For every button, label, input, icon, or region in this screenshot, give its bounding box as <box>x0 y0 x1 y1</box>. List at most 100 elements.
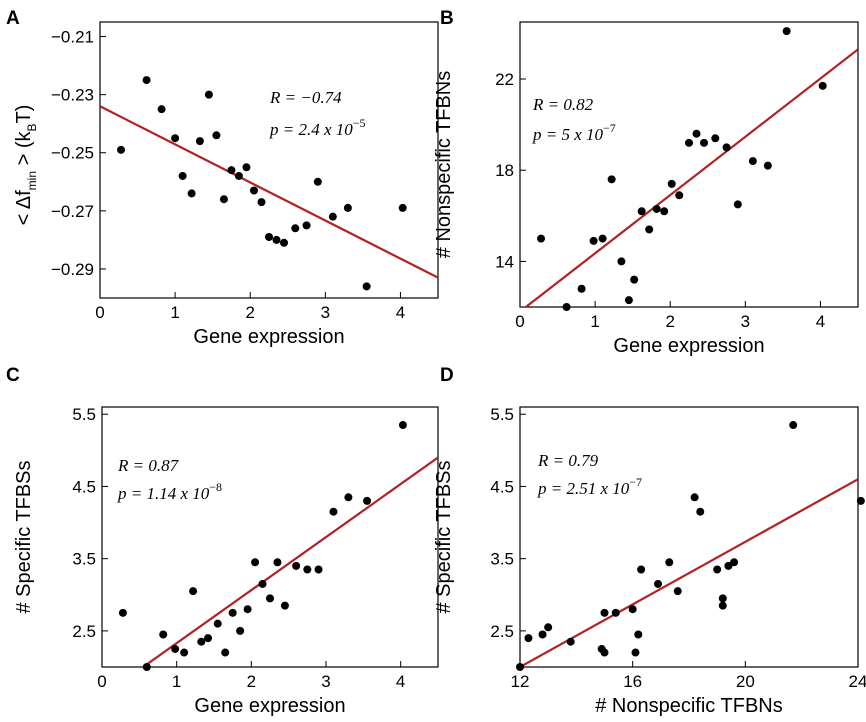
data-point <box>763 161 772 170</box>
x-axis-label: # Nonspecific TFBNs <box>595 695 782 717</box>
y-axis-label: # Specific TFBSs <box>433 460 455 613</box>
data-point <box>204 634 213 643</box>
data-point <box>690 493 699 502</box>
stat-r: R = −0.74 <box>269 88 342 107</box>
data-point <box>665 558 674 567</box>
stat-p: p = 2.51 x 10−7 <box>537 475 642 498</box>
panel-letter: C <box>6 365 20 386</box>
data-point <box>685 138 693 147</box>
data-point <box>292 561 301 570</box>
plot-frame <box>519 406 859 668</box>
data-point <box>219 195 228 204</box>
plot-frame <box>519 21 859 308</box>
data-point <box>630 275 639 284</box>
data-point <box>789 421 798 430</box>
chart-b: 0 1 2 3 4 14 18 22 Gene expression # Nonspecific … <box>433 21 859 357</box>
data-point <box>280 601 289 610</box>
data-point <box>818 81 827 90</box>
data-point <box>329 507 338 516</box>
x-tick-label: 4 <box>396 672 405 691</box>
data-point <box>314 565 323 574</box>
x-tick-label: 1 <box>590 312 599 331</box>
data-point <box>258 579 267 588</box>
panel-c: C R = 0.87 p = 1.14 x 10−8 <box>6 365 222 503</box>
data-point <box>722 143 731 152</box>
y-tick-label: 3.5 <box>490 550 514 569</box>
data-point <box>265 232 273 241</box>
data-point <box>696 507 705 516</box>
data-point <box>611 608 620 617</box>
data-point <box>733 200 742 209</box>
y-tick-label: 5.5 <box>490 405 514 424</box>
y-tick-label: −0.21 <box>51 28 94 47</box>
stat-r: R = 0.82 <box>532 95 594 114</box>
data-point <box>600 608 609 617</box>
x-tick-label: 12 <box>511 672 530 691</box>
data-point <box>667 179 676 188</box>
data-point <box>212 131 221 140</box>
data-point <box>221 648 230 657</box>
y-tick-label: −0.23 <box>51 86 94 105</box>
data-point <box>251 558 260 567</box>
data-point <box>537 234 546 243</box>
data-point <box>236 626 245 635</box>
data-point <box>748 157 757 166</box>
x-tick-label: 0 <box>97 672 106 691</box>
data-point <box>180 648 189 657</box>
data-point <box>631 648 640 657</box>
data-point <box>628 605 637 614</box>
data-point <box>273 558 282 567</box>
data-point <box>600 648 609 657</box>
data-point <box>302 221 311 230</box>
data-point <box>577 284 586 293</box>
x-tick-label: 2 <box>665 312 674 331</box>
data-point <box>328 212 337 221</box>
data-point <box>516 663 524 671</box>
x-tick-label: 2 <box>247 672 256 691</box>
regression-line <box>142 456 438 667</box>
x-tick-label: 16 <box>623 672 642 691</box>
data-point <box>637 565 646 574</box>
y-tick-label: 2.5 <box>490 622 514 641</box>
y-axis-label: # Nonspecific TFBNs <box>433 71 455 258</box>
y-tick-label: 2.5 <box>72 622 96 641</box>
y-tick-label: 5.5 <box>72 405 96 424</box>
data-point <box>291 224 300 233</box>
y-tick-label: 4.5 <box>490 477 514 496</box>
data-point <box>195 137 204 146</box>
data-point <box>313 177 322 186</box>
data-point <box>178 171 187 180</box>
x-tick-label: 4 <box>396 303 405 322</box>
data-point <box>363 496 372 505</box>
data-point <box>272 235 281 244</box>
data-point <box>718 601 727 610</box>
data-point <box>280 238 289 247</box>
plot-frame <box>99 21 439 299</box>
data-point <box>589 236 598 245</box>
data-point <box>652 204 661 213</box>
data-point <box>566 637 575 646</box>
data-point <box>243 605 252 614</box>
data-point <box>398 421 407 430</box>
chart-a: 0 1 2 3 4 −0.21 −0.23 −0.25 −0.27 −0.29 Gene expre… <box>51 21 439 348</box>
panel-letter: A <box>6 8 20 29</box>
data-point <box>159 630 168 639</box>
data-point <box>227 166 236 175</box>
data-point <box>303 565 312 574</box>
x-tick-label: 1 <box>172 672 181 691</box>
data-point <box>660 207 669 216</box>
data-point <box>673 587 682 596</box>
data-point <box>171 134 180 143</box>
data-point <box>343 203 352 212</box>
stat-p: p = 1.14 x 10−8 <box>117 480 222 503</box>
y-tick-label: −0.29 <box>51 260 94 279</box>
data-point <box>713 565 722 574</box>
data-point <box>257 198 266 207</box>
y-axis-label: # Specific TFBSs <box>13 460 35 613</box>
regression-line <box>520 478 858 667</box>
panel-letter: D <box>440 365 454 386</box>
data-point <box>654 579 663 588</box>
plot-frame <box>101 406 439 668</box>
x-tick-label: 3 <box>741 312 750 331</box>
